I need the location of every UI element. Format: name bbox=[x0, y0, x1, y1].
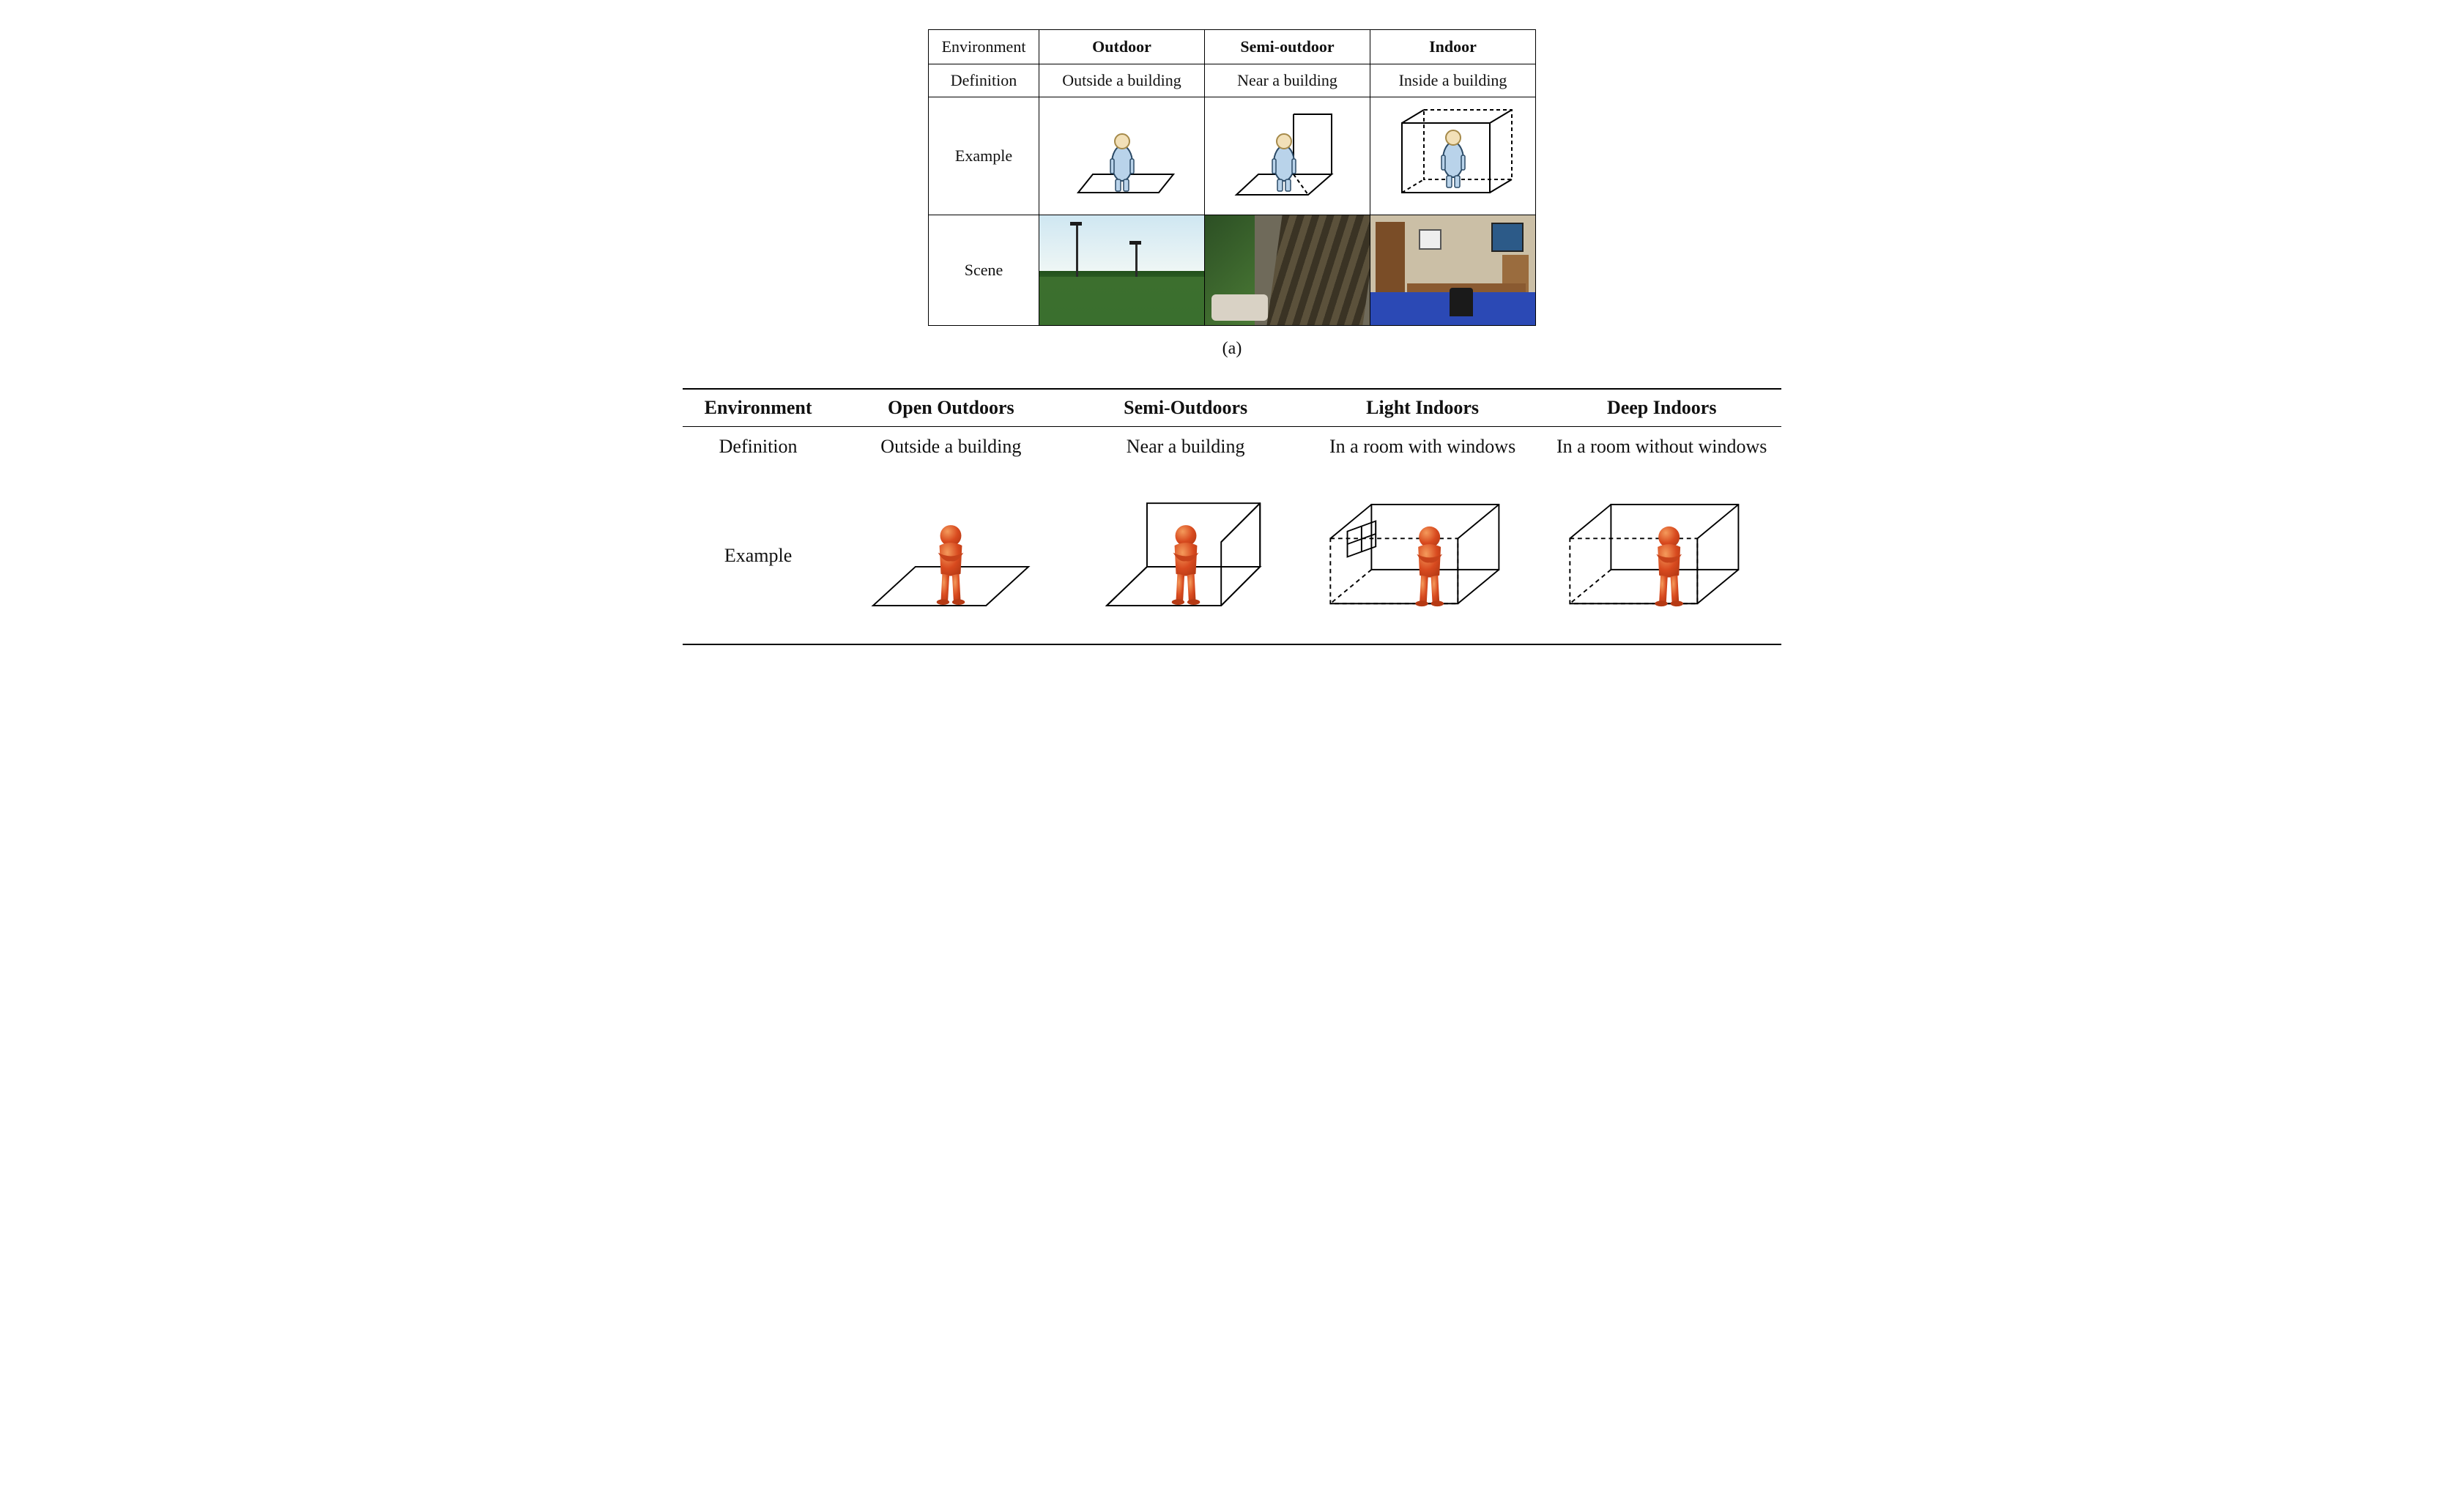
row-label-definition-b: Definition bbox=[683, 427, 834, 469]
row-label-environment-b: Environment bbox=[683, 389, 834, 427]
col-header-outdoor: Outdoor bbox=[1039, 30, 1205, 64]
definition-deep-indoors: In a room without windows bbox=[1542, 427, 1781, 469]
definition-indoor: Inside a building bbox=[1370, 64, 1536, 97]
semi-outdoors-diagram-icon bbox=[1087, 488, 1285, 624]
row-label-definition: Definition bbox=[929, 64, 1039, 97]
example-deep-indoors-icon bbox=[1542, 468, 1781, 644]
example-light-indoors-icon bbox=[1303, 468, 1543, 644]
col-header-deep-indoors: Deep Indoors bbox=[1542, 389, 1781, 427]
outdoor-diagram-icon bbox=[1049, 101, 1195, 211]
scene-outdoor bbox=[1039, 215, 1205, 326]
definition-semi-outdoor: Near a building bbox=[1205, 64, 1370, 97]
row-label-scene: Scene bbox=[929, 215, 1039, 326]
example-outdoor-icon bbox=[1039, 97, 1205, 215]
indoor-diagram-icon bbox=[1380, 101, 1526, 211]
deep-indoors-diagram-icon bbox=[1556, 488, 1768, 624]
example-indoor-icon bbox=[1370, 97, 1536, 215]
subfigure-caption-a: (a) bbox=[683, 339, 1781, 359]
definition-outdoor: Outside a building bbox=[1039, 64, 1205, 97]
environments-table-b: Environment Open Outdoors Semi-Outdoors … bbox=[683, 388, 1781, 645]
definition-light-indoors: In a room with windows bbox=[1303, 427, 1543, 469]
definition-open-outdoors: Outside a building bbox=[834, 427, 1068, 469]
example-semi-outdoor-icon bbox=[1205, 97, 1370, 215]
definition-semi-outdoors: Near a building bbox=[1069, 427, 1303, 469]
row-label-example: Example bbox=[929, 97, 1039, 215]
col-header-open-outdoors: Open Outdoors bbox=[834, 389, 1068, 427]
col-header-light-indoors: Light Indoors bbox=[1303, 389, 1543, 427]
col-header-indoor: Indoor bbox=[1370, 30, 1536, 64]
scene-indoor bbox=[1370, 215, 1536, 326]
col-header-semi-outdoors: Semi-Outdoors bbox=[1069, 389, 1303, 427]
col-header-semi-outdoor: Semi-outdoor bbox=[1205, 30, 1370, 64]
row-label-environment: Environment bbox=[929, 30, 1039, 64]
scene-semi-outdoor bbox=[1205, 215, 1370, 326]
example-semi-outdoors-icon bbox=[1069, 468, 1303, 644]
example-open-outdoors-icon bbox=[834, 468, 1068, 644]
open-outdoors-diagram-icon bbox=[852, 488, 1050, 624]
environments-table-a: Environment Outdoor Semi-outdoor Indoor … bbox=[928, 29, 1536, 326]
row-label-example-b: Example bbox=[683, 468, 834, 644]
light-indoors-diagram-icon bbox=[1316, 488, 1529, 624]
semi-outdoor-diagram-icon bbox=[1214, 101, 1361, 211]
